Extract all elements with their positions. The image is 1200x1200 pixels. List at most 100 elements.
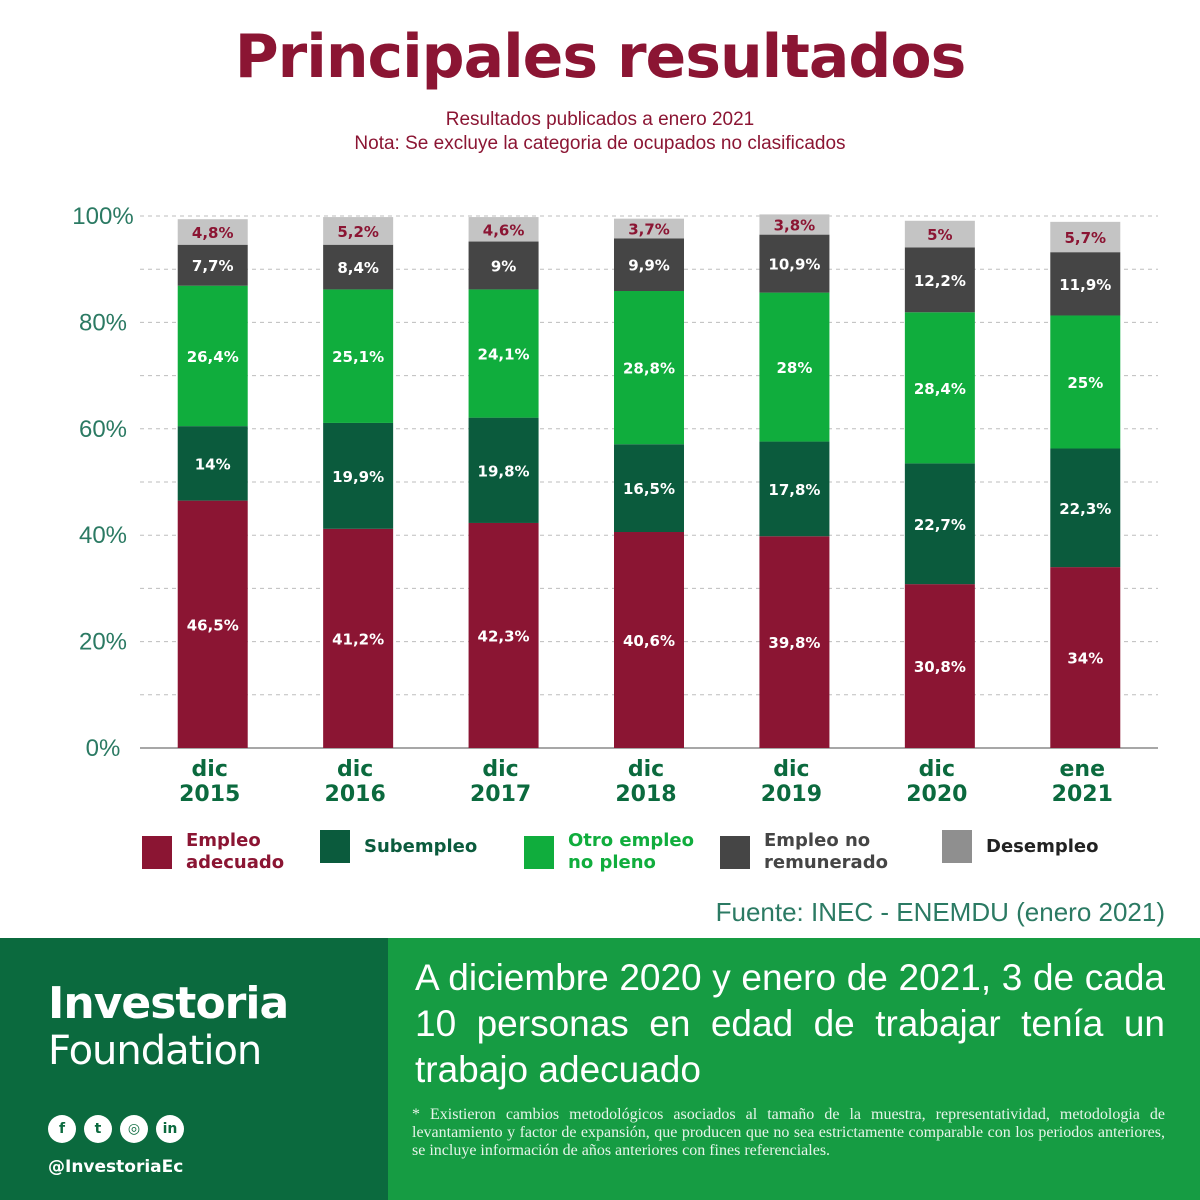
bar-segment-subempleo [759, 441, 830, 537]
data-label: 24,1% [478, 346, 530, 364]
page-title: Principales resultados [234, 22, 967, 92]
data-label: 28,8% [623, 360, 675, 378]
footer-brand-panel [0, 938, 388, 1200]
legend-swatch [142, 835, 172, 869]
legend-label: Empleo adecuado [186, 830, 285, 873]
methodology-footnote: * Existieron cambios metodológicos asoci… [412, 1106, 1165, 1159]
data-label: 26,4% [187, 348, 239, 366]
data-label: 17,8% [768, 481, 820, 499]
data-label: 39,8% [768, 634, 820, 652]
bar-segment-otro-empleo-no-pleno [904, 312, 975, 464]
bar-segment-subempleo [1050, 448, 1121, 568]
subtitle: Resultados publicados a enero 2021 Nota:… [0, 108, 1200, 156]
x-tick-label: 2019 [761, 782, 822, 807]
bar-segment-otro-empleo-no-pleno [468, 289, 539, 418]
bar-segment-empleo-no-remunerado [904, 247, 975, 313]
social-handle: @InvestoriaEc [48, 1157, 184, 1177]
data-label: 10,9% [768, 256, 820, 274]
bar-segment-empleo-adecuado [1050, 567, 1121, 748]
bar-segment-empleo-adecuado [614, 532, 684, 748]
divider [0, 934, 1200, 938]
legend-swatch [720, 835, 750, 869]
legend-item: Subempleo [320, 830, 477, 863]
social-links: f t ◎ in [48, 1115, 184, 1143]
data-label: 4,6% [483, 221, 525, 239]
data-label: 19,8% [478, 462, 530, 480]
stacked-bar-chart: 0% 20% 40% 60% 80% 100% 46,5% 14% 26,4% 7,7% 4,8% d… [72, 203, 1158, 807]
data-label: 5% [927, 226, 952, 244]
y-tick-label: 20% [79, 629, 127, 656]
data-label: 11,9% [1059, 276, 1111, 294]
x-tick-label: dic [773, 757, 809, 782]
data-label: 9% [491, 257, 516, 275]
data-label: 28% [776, 359, 812, 377]
data-label: 22,3% [1059, 500, 1111, 518]
data-label: 25,1% [332, 348, 384, 366]
bar-segment-desempleo [759, 214, 830, 235]
data-label: 46,5% [187, 616, 239, 634]
bar-segment-desempleo [177, 219, 248, 245]
brand-logo-bottom: Foundation [48, 1028, 262, 1074]
x-tick-label: 2021 [1052, 782, 1113, 807]
bar-segment-empleo-no-remunerado [468, 241, 539, 290]
data-label: 8,4% [337, 259, 379, 277]
data-label: 5,2% [337, 223, 379, 241]
data-label: 42,3% [478, 627, 530, 645]
x-tick-label: 2016 [325, 782, 386, 807]
instagram-icon[interactable]: ◎ [120, 1115, 148, 1143]
bar-segment-otro-empleo-no-pleno [177, 285, 248, 427]
x-tick-label: dic [628, 757, 664, 782]
x-tick-label: dic [192, 757, 228, 782]
twitter-icon[interactable]: t [84, 1115, 112, 1143]
linkedin-icon[interactable]: in [156, 1115, 184, 1143]
y-tick-label: 100% [72, 203, 133, 230]
data-label: 28,4% [914, 380, 966, 398]
subtitle-line-1: Resultados publicados a enero 2021 [445, 109, 755, 130]
data-label: 5,7% [1064, 229, 1106, 247]
data-label: 25% [1067, 374, 1103, 392]
brand-logo-top: Investoria [48, 978, 289, 1029]
y-tick-label: 80% [79, 309, 127, 336]
bar-segment-desempleo [1050, 221, 1121, 253]
bar-segment-desempleo [904, 220, 975, 248]
x-tick-label: ene [1060, 757, 1106, 782]
legend-label: Desempleo [986, 835, 1099, 857]
source-note: Fuente: INEC - ENEMDU (enero 2021) [715, 897, 1165, 927]
x-tick-label: dic [337, 757, 373, 782]
data-label: 19,9% [332, 468, 384, 486]
headline-message: A diciembre 2020 y enero de 2021, 3 de c… [415, 957, 1165, 1090]
x-tick-label: 2015 [179, 782, 240, 807]
data-label: 16,5% [623, 480, 675, 498]
x-tick-label: dic [919, 757, 955, 782]
footer-message-panel [388, 938, 1200, 1200]
bar-segment-empleo-no-remunerado [1050, 252, 1121, 316]
subtitle-line-2: Nota: Se excluye la categoria de ocupado… [354, 133, 846, 154]
data-label: 40,6% [623, 632, 675, 650]
bar-segment-otro-empleo-no-pleno [1050, 315, 1121, 449]
bar-segment-empleo-no-remunerado [759, 234, 830, 293]
bar-segment-subempleo [468, 417, 539, 523]
legend-label: Empleo no remunerado [764, 830, 888, 873]
legend-label: Otro empleo no pleno [568, 830, 695, 873]
data-label: 4,8% [192, 224, 234, 242]
bar-segment-desempleo [614, 218, 684, 239]
legend-item: Desempleo [942, 830, 1098, 863]
data-label: 41,2% [332, 630, 384, 648]
legend-item: Empleo no remunerado [720, 830, 888, 874]
data-label: 14% [195, 455, 231, 473]
data-label: 9,9% [628, 257, 670, 275]
data-label: 7,7% [192, 257, 234, 275]
facebook-icon[interactable]: f [48, 1115, 76, 1143]
bar-segment-desempleo [468, 217, 539, 242]
bar-segment-empleo-adecuado [759, 536, 830, 748]
legend-swatch [942, 830, 972, 863]
bar-segment-empleo-adecuado [904, 584, 975, 748]
bar-segment-empleo-adecuado [177, 500, 248, 748]
legend-label: Subempleo [364, 835, 478, 857]
x-tick-label: 2020 [906, 782, 967, 807]
data-label: 3,8% [774, 217, 816, 235]
x-tick-label: 2017 [470, 782, 531, 807]
bar-segment-otro-empleo-no-pleno [614, 291, 684, 445]
bar-segment-otro-empleo-no-pleno [759, 292, 830, 442]
legend-swatch [524, 835, 554, 869]
